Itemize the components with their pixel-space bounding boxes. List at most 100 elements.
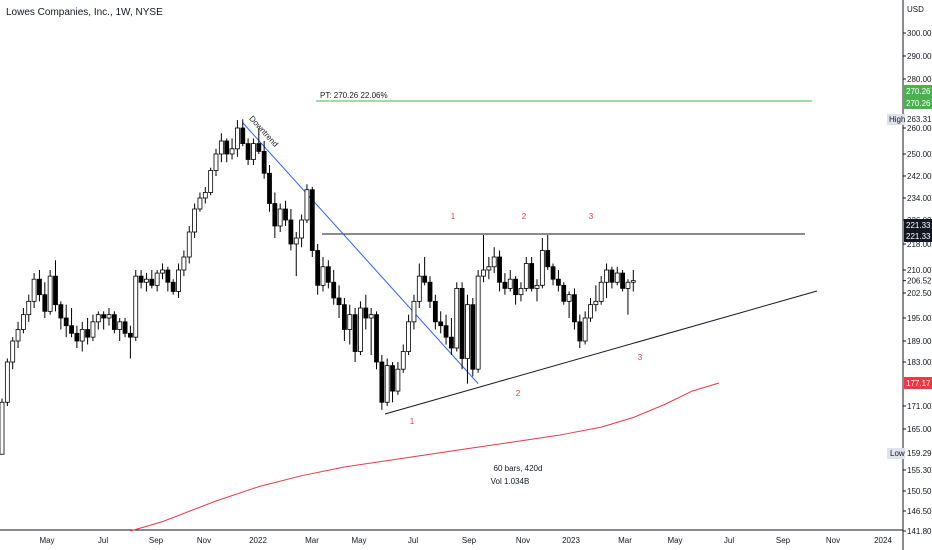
candle-body <box>267 172 272 204</box>
candle-body <box>10 340 16 363</box>
candle-body <box>202 192 208 199</box>
candle-body <box>341 304 347 330</box>
candle-body <box>384 365 390 403</box>
wave-label: 3 <box>638 353 643 362</box>
candle-body <box>347 314 353 330</box>
candle-body <box>427 281 433 302</box>
candle-body <box>197 197 203 210</box>
candle-body <box>309 189 315 251</box>
candle-body <box>534 284 540 289</box>
candle-body <box>47 275 53 312</box>
candle-body <box>572 294 577 323</box>
candle-body <box>588 304 593 319</box>
candle-body <box>272 203 278 227</box>
candle-body <box>234 127 240 150</box>
candle-body <box>513 278 518 296</box>
candle-body <box>26 300 32 316</box>
candle-body <box>37 278 42 296</box>
y-tick-label: 183.00 <box>907 358 932 367</box>
wave-label: 3 <box>589 212 594 221</box>
candle-body <box>331 281 337 299</box>
candle-body <box>101 314 107 319</box>
y-tick-label: 250.00 <box>907 150 932 159</box>
candle-body <box>229 148 235 155</box>
candle-body <box>325 266 331 283</box>
candle-body <box>358 307 363 352</box>
candle-body <box>368 314 374 319</box>
level-tag-top: 221.33 <box>906 221 931 230</box>
y-tick-label: 260.00 <box>907 124 932 133</box>
x-tick-label: Nov <box>197 536 211 545</box>
level-tag-bottom-bg <box>904 230 932 242</box>
wave-label: 2 <box>516 389 521 398</box>
candle-body <box>74 332 80 342</box>
candle-body <box>288 219 294 245</box>
y-tick-label: 202.50 <box>907 289 932 298</box>
candle-body <box>0 401 5 455</box>
candle-body <box>251 143 256 160</box>
candle-body <box>577 321 583 342</box>
level-tag-bottom: 221.33 <box>906 232 931 241</box>
candle-body <box>85 329 90 338</box>
candle-body <box>481 269 486 277</box>
candle-body <box>53 275 58 306</box>
candle-body <box>42 294 48 312</box>
low-tag: Low <box>890 449 905 458</box>
candle-body <box>213 153 219 171</box>
y-tick-label: 242.00 <box>907 172 932 181</box>
candle-body <box>90 321 96 338</box>
candle-body <box>304 189 310 221</box>
candle-body <box>470 304 476 370</box>
candle-body <box>299 219 305 239</box>
high-tag-bg <box>887 114 905 125</box>
x-tick-label: Sep <box>149 536 164 545</box>
candle-body <box>95 314 101 323</box>
currency-label: USD <box>907 5 924 14</box>
candle-body <box>293 237 299 245</box>
candle-body <box>390 365 395 392</box>
y-tick-label: 206.52 <box>907 277 932 286</box>
y-tick-label: 195.00 <box>907 314 932 323</box>
x-tick-label: 2024 <box>874 536 892 545</box>
candle-body <box>154 272 160 286</box>
candle-body <box>620 272 625 289</box>
pt-tag-bottom-bg <box>904 97 932 109</box>
y-tick-label: 290.00 <box>907 52 932 61</box>
candle-body <box>138 275 144 283</box>
x-tick-label: Sep <box>462 536 477 545</box>
candle-body <box>497 256 502 283</box>
candle-body <box>176 269 181 292</box>
candle-body <box>539 250 545 286</box>
candle-body <box>336 297 342 306</box>
candle-body <box>186 231 192 258</box>
candle-body <box>144 278 149 283</box>
x-tick-label: Jul <box>724 536 734 545</box>
candle-body <box>411 300 417 323</box>
candle-body <box>438 321 444 327</box>
candle-body <box>609 269 615 283</box>
x-tick-label: Nov <box>826 536 840 545</box>
candle-body <box>245 143 251 160</box>
candle-body <box>582 317 588 342</box>
candle-body <box>69 325 74 334</box>
pt-tag-top-bg <box>904 85 932 97</box>
candle-body <box>491 256 497 268</box>
candle-body <box>556 278 561 286</box>
candle-body <box>20 314 26 330</box>
y-tick-label: 165.00 <box>907 425 932 434</box>
candle-body <box>31 278 37 302</box>
y-tick-label: 210.00 <box>907 266 932 275</box>
y-tick-label: 150.50 <box>907 487 932 496</box>
candle-body <box>127 332 133 338</box>
candle-body <box>422 275 428 283</box>
candle-body <box>625 281 631 289</box>
candle-body <box>465 304 470 359</box>
candle-body <box>406 321 412 352</box>
candle-body <box>149 278 155 286</box>
x-tick-label: Nov <box>516 536 530 545</box>
x-tick-label: Mar <box>618 536 632 545</box>
x-tick-label: Jul <box>98 536 108 545</box>
price-target-label: PT: 270.26 22.06% <box>320 91 388 100</box>
candle-body <box>208 170 214 193</box>
